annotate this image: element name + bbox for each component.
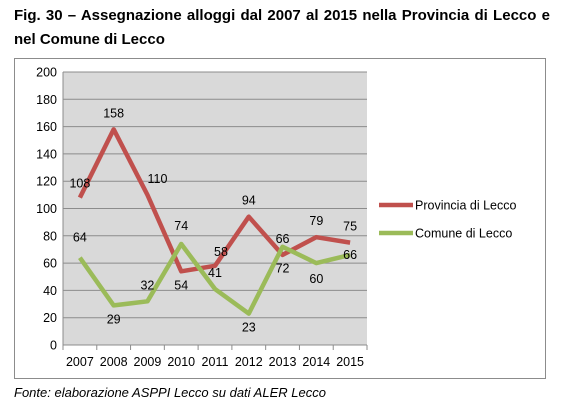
y-tick-label: 200 xyxy=(36,66,57,80)
data-label: 64 xyxy=(73,231,87,245)
data-label: 110 xyxy=(147,172,167,186)
y-tick-label: 80 xyxy=(43,229,57,243)
data-label: 158 xyxy=(103,106,124,120)
y-tick-label: 0 xyxy=(50,339,57,353)
y-axis-tick-labels: 0 20 40 60 80 100 120 140 160 180 200 xyxy=(36,66,57,353)
x-tick-label: 2011 xyxy=(202,355,229,369)
data-label: 58 xyxy=(214,245,228,259)
data-label: 79 xyxy=(309,214,323,228)
line-chart: 0 20 40 60 80 100 120 140 160 180 200 2007 2008 2009… xyxy=(36,66,516,370)
figure-title: Fig. 30 – Assegnazione alloggi dal 2007 … xyxy=(14,7,550,48)
data-label: 94 xyxy=(242,194,256,208)
legend-label: Comune di Lecco xyxy=(415,227,512,241)
data-label: 66 xyxy=(276,232,290,246)
data-label: 23 xyxy=(242,321,256,335)
series-line-comune xyxy=(78,241,351,316)
x-tick-label: 2013 xyxy=(269,355,297,369)
x-axis-tick-labels: 2007 2008 2009 2010 2011 2012 2013 2014 2015 xyxy=(62,345,368,369)
data-label: 66 xyxy=(343,248,357,262)
x-tick-label: 2015 xyxy=(336,355,364,369)
y-tick-label: 140 xyxy=(36,147,57,161)
data-label: 72 xyxy=(276,262,290,276)
x-tick-label: 2007 xyxy=(66,355,94,369)
x-tick-label: 2012 xyxy=(235,355,263,369)
series-lines xyxy=(77,127,351,316)
source-note: Fonte: elaborazione ASPPI Lecco su dati … xyxy=(14,385,326,400)
y-tick-label: 40 xyxy=(43,284,57,298)
data-label: 108 xyxy=(69,177,90,191)
x-tick-label: 2014 xyxy=(302,355,330,369)
x-tick-label: 2008 xyxy=(100,355,128,369)
legend: Provincia di Lecco Comune di Lecco xyxy=(379,199,516,241)
data-label: 74 xyxy=(174,219,188,233)
data-label: 54 xyxy=(174,278,188,292)
series-line-provincia xyxy=(77,127,351,274)
data-labels: 108 158 110 54 58 94 66 79 75 64 29 32 74 41 23 72 60 66 xyxy=(69,106,357,334)
legend-label: Provincia di Lecco xyxy=(415,199,516,213)
data-label: 41 xyxy=(208,266,222,280)
y-tick-label: 20 xyxy=(43,311,57,325)
data-label: 75 xyxy=(343,220,357,234)
data-label: 60 xyxy=(309,272,323,286)
y-tick-label: 160 xyxy=(36,120,57,134)
y-tick-label: 60 xyxy=(43,257,57,271)
y-tick-label: 180 xyxy=(36,93,57,107)
y-tick-label: 100 xyxy=(36,202,57,216)
data-label: 29 xyxy=(107,312,121,326)
y-tick-label: 120 xyxy=(36,175,57,189)
data-label: 32 xyxy=(140,278,154,292)
chart-frame: 0 20 40 60 80 100 120 140 160 180 200 2007 2008 2009… xyxy=(14,58,546,379)
x-tick-label: 2009 xyxy=(134,355,162,369)
x-tick-label: 2010 xyxy=(167,355,195,369)
